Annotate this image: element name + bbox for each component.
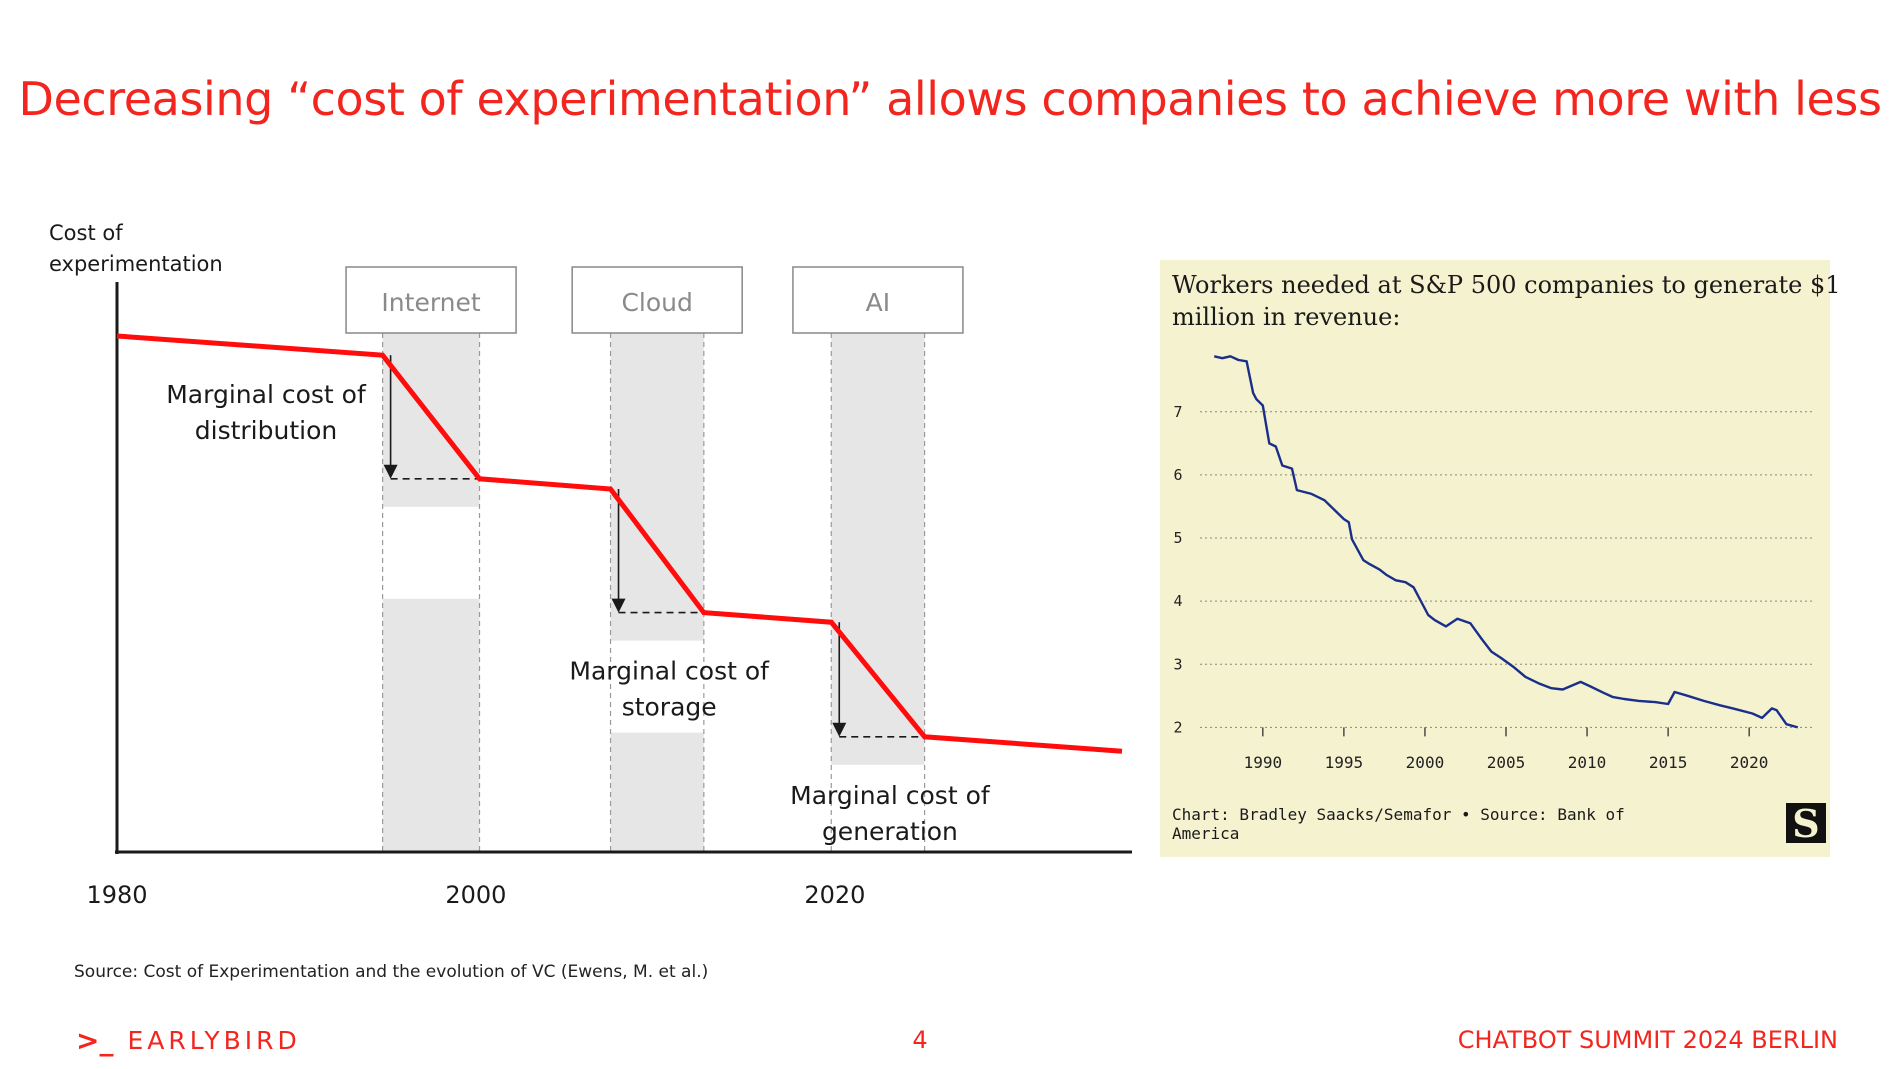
y-tick-label: 5 [1173,529,1182,547]
drop-arrow-head [383,464,398,479]
era-annotation-line: storage [622,693,717,722]
y-tick-label: 3 [1173,655,1182,673]
event-name: CHATBOT SUMMIT 2024 BERLIN [1457,1026,1838,1054]
chart-title-line: million in revenue: [1172,303,1400,331]
y-tick-label: 6 [1173,466,1182,484]
era-band-lower [610,732,704,852]
logo-letter: S [1792,801,1819,846]
cost-of-experimentation-chart: Internet Cloud AI Cost of experimentation 198… [49,221,1132,909]
x-tick-label: 2020 [804,881,865,909]
era-label: Internet [381,288,480,317]
x-tick-label: 2005 [1487,753,1526,772]
era-annotation-line: Marginal cost of [790,781,991,810]
chart-title-line: Workers needed at S&P 500 companies to g… [1172,271,1840,299]
source-note: Source: Cost of Experimentation and the … [74,962,709,982]
earlybird-logo: >_ EARLYBIRD [76,1024,301,1057]
era-label-box [345,266,517,334]
y-axis-label-line: Cost of [49,221,123,245]
y-tick-label: 7 [1173,403,1182,421]
era-annotation-line: Marginal cost of [166,380,367,409]
chart-credit-line: America [1172,824,1239,843]
era-label-box [792,266,964,334]
era-band-1: Cloud [571,266,743,852]
era-annotation-line: Marginal cost of [569,657,770,686]
page-number: 4 [912,1026,928,1054]
workers-series-line [1213,355,1799,729]
x-tick-label: 1980 [86,881,147,909]
workers-per-revenue-chart: Workers needed at S&P 500 companies to g… [1160,260,1840,857]
chart-background [1160,260,1830,857]
era-band-2: AI [792,266,964,852]
x-tick-label: 1995 [1325,753,1364,772]
x-tick-label: 2000 [1406,753,1445,772]
chart-credit-line: Chart: Bradley Saacks/Semafor • Source: … [1172,805,1625,824]
y-tick-label: 2 [1173,718,1182,736]
x-tick-label: 2000 [445,881,506,909]
drop-arrow-head [611,598,626,613]
era-band-lower [382,598,480,852]
x-tick-label: 2020 [1730,753,1769,772]
x-tick-label: 2015 [1649,753,1688,772]
era-label: Cloud [621,288,692,317]
drop-arrow-head [832,722,847,737]
era-annotation-line: generation [822,817,958,846]
era-label: AI [866,288,890,317]
era-label-box [571,266,743,334]
y-tick-label: 4 [1173,592,1182,610]
brand-name: EARLYBIRD [127,1026,301,1055]
semafor-logo-icon: S [1786,801,1826,846]
prompt-icon: >_ [76,1024,114,1057]
logo-block [1786,803,1826,843]
era-annotation-line: distribution [195,416,337,445]
era-band-upper [831,333,925,765]
y-axis-label-line: experimentation [49,252,223,276]
slide-title: Decreasing “cost of experimentation” all… [18,72,1882,126]
x-tick-label: 1990 [1244,753,1283,772]
cost-series-line [116,333,1123,754]
x-tick-label: 2010 [1568,753,1607,772]
